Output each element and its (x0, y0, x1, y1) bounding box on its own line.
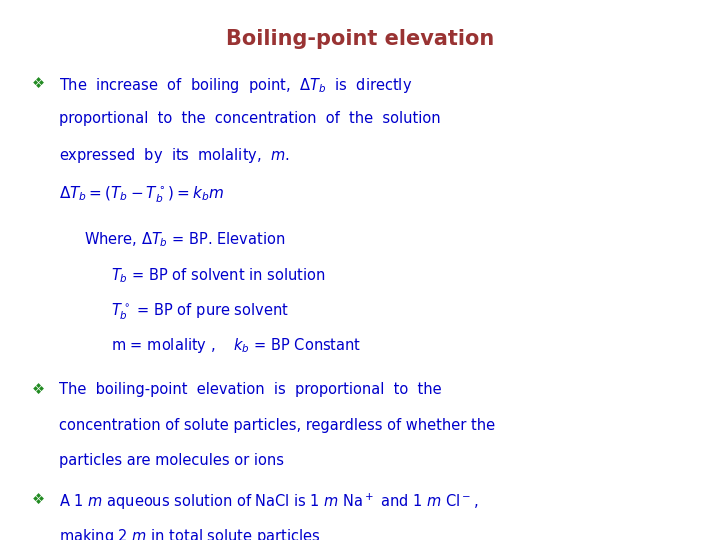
Text: ❖: ❖ (32, 491, 45, 507)
Text: particles are molecules or ions: particles are molecules or ions (59, 453, 284, 468)
Text: $T_b$ = BP of solvent in solution: $T_b$ = BP of solvent in solution (111, 266, 325, 285)
Text: proportional  to  the  concentration  of  the  solution: proportional to the concentration of the… (59, 111, 441, 126)
Text: The  increase  of  boiling  point,  $\Delta T_b$  is  directly: The increase of boiling point, $\Delta T… (59, 76, 413, 94)
Text: The  boiling-point  elevation  is  proportional  to  the: The boiling-point elevation is proportio… (59, 382, 442, 397)
Text: concentration of solute particles, regardless of whether the: concentration of solute particles, regar… (59, 417, 495, 433)
Text: A 1 $\it{m}$ aqueous solution of NaCl is 1 $\it{m}$ Na$^+$ and 1 $\it{m}$ Cl$^-$: A 1 $\it{m}$ aqueous solution of NaCl is… (59, 491, 479, 512)
Text: ❖: ❖ (32, 382, 45, 397)
Text: ❖: ❖ (32, 76, 45, 91)
Text: making 2 $\it{m}$ in total solute particles: making 2 $\it{m}$ in total solute partic… (59, 527, 320, 540)
Text: m = molality ,    $k_b$ = BP Constant: m = molality , $k_b$ = BP Constant (111, 336, 361, 355)
Text: Boiling-point elevation: Boiling-point elevation (226, 29, 494, 49)
Text: $\Delta T_b = (T_b -T_b^\circ) = k_b m$: $\Delta T_b = (T_b -T_b^\circ) = k_b m$ (59, 185, 225, 205)
Text: expressed  by  its  molality,  $\it{m}$.: expressed by its molality, $\it{m}$. (59, 146, 290, 165)
Text: Where, $\Delta T_b$ = BP. Elevation: Where, $\Delta T_b$ = BP. Elevation (84, 231, 285, 249)
Text: $T_b^\circ$ = BP of pure solvent: $T_b^\circ$ = BP of pure solvent (111, 301, 289, 322)
